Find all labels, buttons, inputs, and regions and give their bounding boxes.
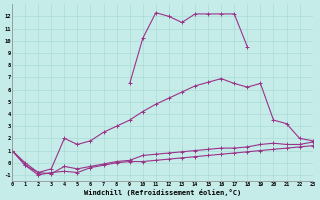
X-axis label: Windchill (Refroidissement éolien,°C): Windchill (Refroidissement éolien,°C) [84, 189, 241, 196]
